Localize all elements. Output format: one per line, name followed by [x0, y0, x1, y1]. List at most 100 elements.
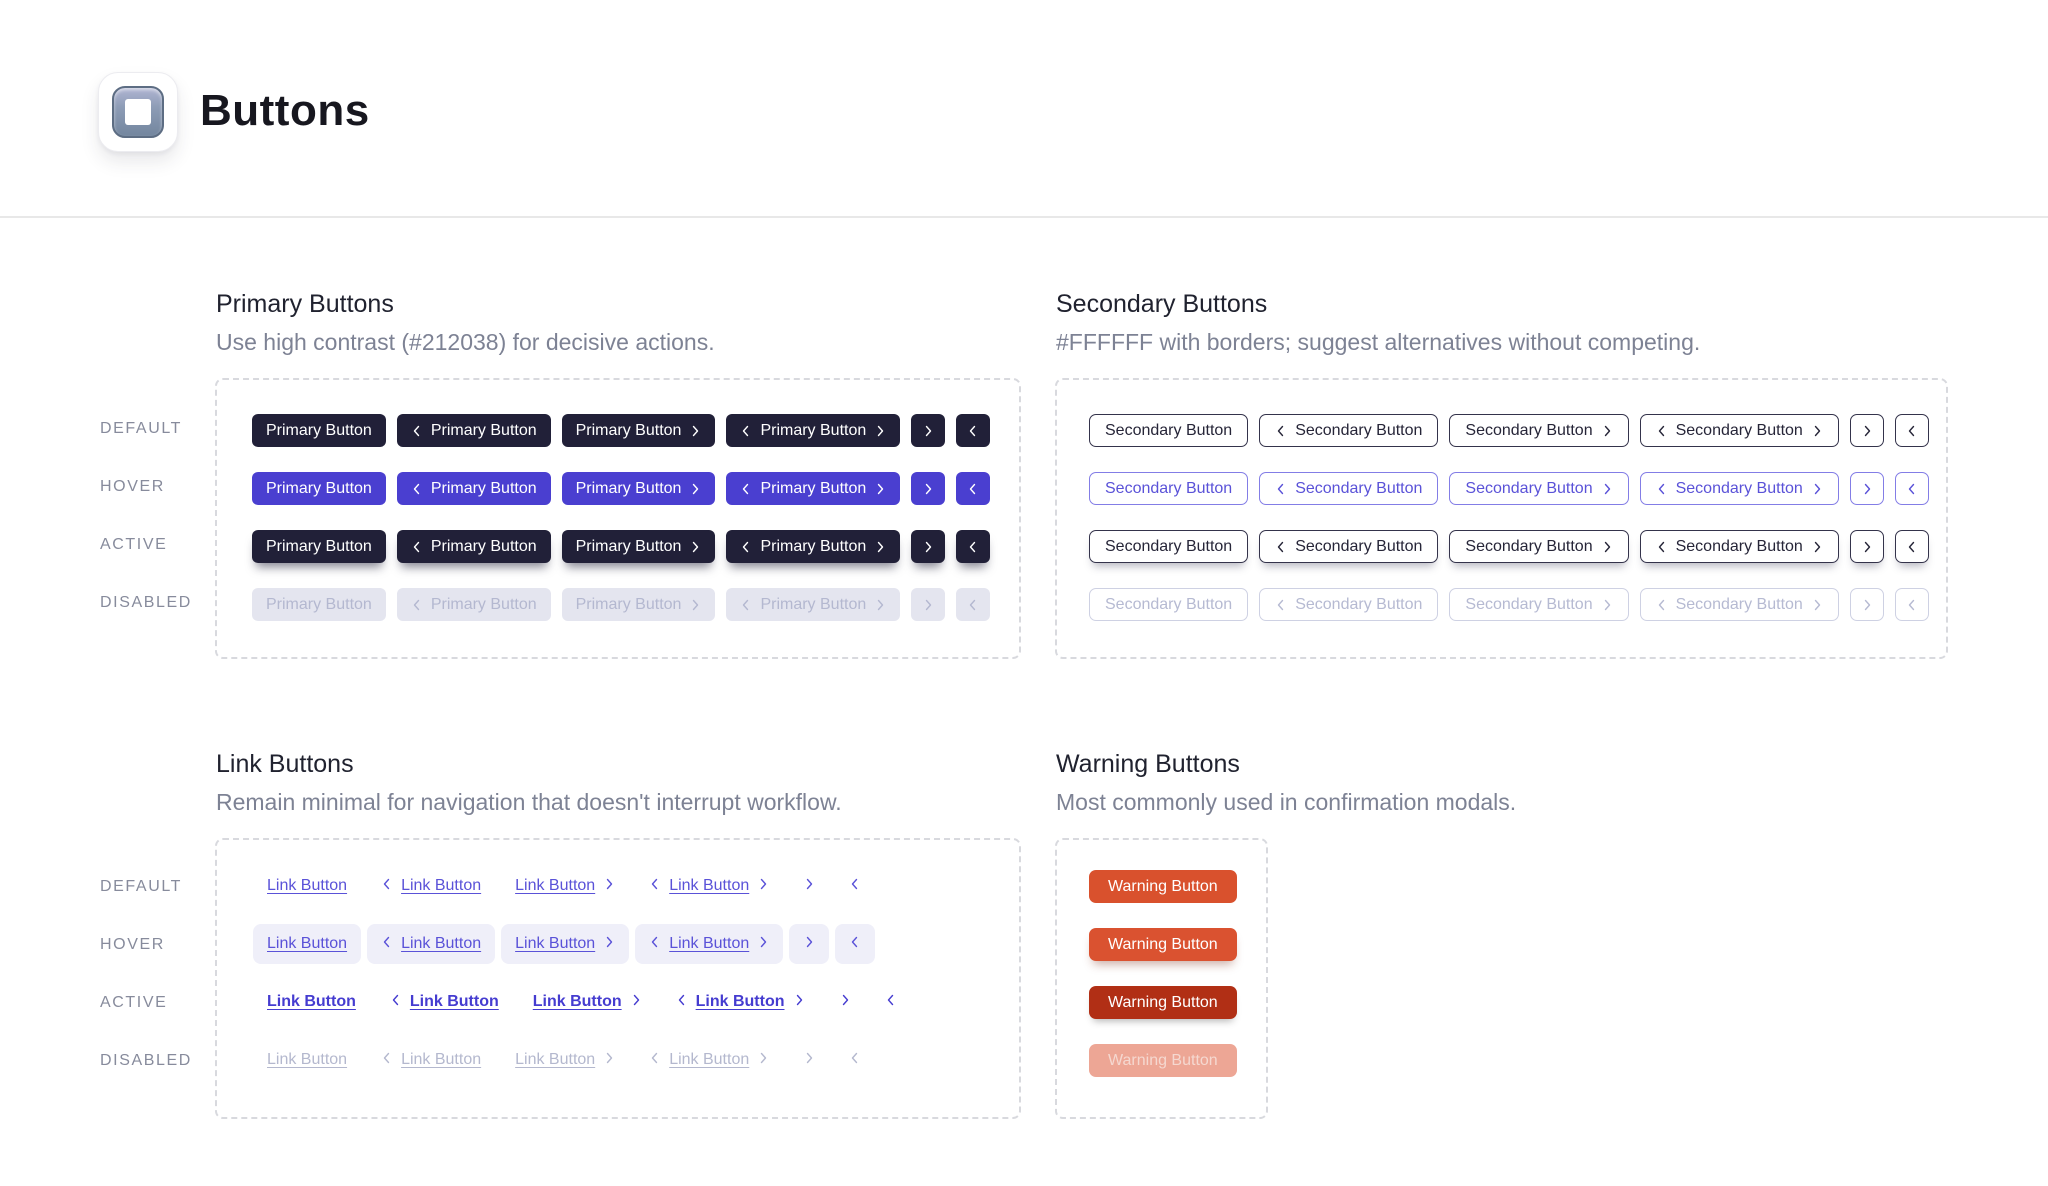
secondary-button-active-plain[interactable]: Secondary Button — [1089, 530, 1249, 563]
primary-section-title: Primary Buttons — [216, 290, 394, 318]
secondary-button-hover-chevron-left[interactable]: Secondary Button — [1259, 472, 1439, 505]
secondary-button-hover-icon-left[interactable] — [1894, 472, 1929, 505]
link-button-disabled-icon-right — [789, 1040, 829, 1080]
link-button-disabled-icon-left — [835, 1040, 875, 1080]
chevron-right-icon — [1601, 599, 1613, 611]
secondary-button-active-icon-left[interactable] — [1894, 530, 1929, 563]
primary-button-disabled-chevron-right: Primary Button — [561, 588, 716, 621]
chevron-right-icon — [1861, 541, 1873, 553]
primary-button-active-icon-left[interactable] — [956, 530, 991, 563]
link-button-active-chevron-right[interactable]: Link Button — [519, 982, 656, 1022]
secondary-button-default-chevron-right[interactable]: Secondary Button — [1449, 414, 1629, 447]
chevron-right-icon — [793, 993, 805, 1011]
chevron-right-icon — [1601, 425, 1613, 437]
secondary-button-active-chevron-right[interactable]: Secondary Button — [1449, 530, 1629, 563]
chevron-right-icon — [874, 425, 886, 437]
square-button-emoji-center — [125, 99, 151, 125]
link-button-hover-plain[interactable]: Link Button — [253, 924, 362, 964]
secondary-button-active-chevron-left[interactable]: Secondary Button — [1259, 530, 1439, 563]
square-button-emoji-icon — [112, 86, 164, 138]
chevron-left-icon — [967, 483, 979, 495]
secondary-button-hover-chevron-both[interactable]: Secondary Button — [1639, 472, 1839, 505]
primary-button-hover-chevron-left[interactable]: Primary Button — [396, 472, 551, 505]
link-button-default-chevron-left[interactable]: Link Button — [367, 866, 495, 906]
secondary-row-disabled: Secondary Button Secondary Button Secondar… — [1089, 588, 1929, 621]
link-button-default-icon-right[interactable] — [789, 866, 829, 906]
warning-button-active-plain[interactable]: Warning Button — [1089, 986, 1237, 1019]
warning-button-default-plain[interactable]: Warning Button — [1089, 870, 1237, 903]
chevron-left-icon — [740, 599, 752, 611]
secondary-button-active-icon-right[interactable] — [1849, 530, 1884, 563]
link-row-active: Link Button Link Button Link Button Link Bu… — [253, 982, 983, 1022]
secondary-button-default-icon-right[interactable] — [1849, 414, 1884, 447]
primary-button-default-chevron-right[interactable]: Primary Button — [561, 414, 716, 447]
secondary-button-label: Secondary Button — [1105, 421, 1233, 439]
secondary-button-label: Secondary Button — [1105, 537, 1233, 555]
link-button-hover-chevron-left[interactable]: Link Button — [367, 924, 496, 964]
secondary-button-active-chevron-both[interactable]: Secondary Button — [1639, 530, 1839, 563]
chevron-left-icon — [381, 935, 393, 953]
link-button-active-chevron-both[interactable]: Link Button — [662, 982, 819, 1022]
primary-button-default-chevron-left[interactable]: Primary Button — [396, 414, 551, 447]
chevron-right-icon — [1601, 541, 1613, 553]
link-button-default-chevron-right[interactable]: Link Button — [501, 866, 629, 906]
link-button-default-plain[interactable]: Link Button — [253, 866, 361, 906]
link-button-active-icon-left[interactable] — [871, 982, 911, 1022]
link-button-hover-icon-right[interactable] — [789, 924, 830, 964]
warning-section-title: Warning Buttons — [1056, 750, 1240, 778]
secondary-button-label: Secondary Button — [1295, 479, 1423, 497]
chevron-right-icon — [1811, 425, 1823, 437]
link-button-hover-icon-left[interactable] — [835, 924, 876, 964]
chevron-left-icon — [1906, 425, 1918, 437]
primary-button-hover-plain[interactable]: Primary Button — [252, 472, 386, 505]
chevron-left-icon — [1275, 483, 1287, 495]
primary-button-default-chevron-both[interactable]: Primary Button — [726, 414, 901, 447]
warning-demo-box: Warning Button Warning Button Warning Butt… — [1055, 838, 1268, 1119]
primary-button-active-plain[interactable]: Primary Button — [252, 530, 386, 563]
secondary-button-default-chevron-left[interactable]: Secondary Button — [1259, 414, 1439, 447]
warning-button-hover-plain[interactable]: Warning Button — [1089, 928, 1237, 961]
chevron-right-icon — [922, 425, 934, 437]
chevron-left-icon — [676, 993, 688, 1011]
link-button-active-plain[interactable]: Link Button — [253, 982, 370, 1022]
primary-button-label: Primary Button — [430, 595, 537, 613]
link-button-label: Link Button — [401, 877, 482, 894]
secondary-button-default-chevron-both[interactable]: Secondary Button — [1639, 414, 1839, 447]
chevron-right-icon — [922, 483, 934, 495]
primary-row-active: Primary Button Primary Button Primary Butt… — [252, 530, 991, 563]
secondary-button-hover-icon-right[interactable] — [1849, 472, 1884, 505]
link-button-active-chevron-left[interactable]: Link Button — [376, 982, 513, 1022]
secondary-button-label: Secondary Button — [1465, 595, 1593, 613]
primary-button-default-icon-right[interactable] — [911, 414, 946, 447]
link-button-hover-chevron-both[interactable]: Link Button — [635, 924, 784, 964]
link-button-default-icon-left[interactable] — [835, 866, 875, 906]
primary-button-default-icon-left[interactable] — [956, 414, 991, 447]
primary-button-active-chevron-left[interactable]: Primary Button — [396, 530, 551, 563]
primary-button-active-chevron-right[interactable]: Primary Button — [561, 530, 716, 563]
chevron-right-icon — [757, 1051, 769, 1069]
state-label-hover: HOVER — [100, 478, 165, 495]
primary-button-hover-chevron-both[interactable]: Primary Button — [726, 472, 901, 505]
secondary-button-hover-plain[interactable]: Secondary Button — [1089, 472, 1249, 505]
link-row-hover: Link Button Link Button Link Button Link Bu… — [253, 924, 983, 964]
link-button-hover-chevron-right[interactable]: Link Button — [501, 924, 630, 964]
secondary-button-default-plain[interactable]: Secondary Button — [1089, 414, 1249, 447]
chevron-right-icon — [1811, 599, 1823, 611]
link-button-active-icon-right[interactable] — [825, 982, 865, 1022]
link-button-label: Link Button — [515, 935, 596, 952]
secondary-button-default-icon-left[interactable] — [1894, 414, 1929, 447]
secondary-button-label: Secondary Button — [1295, 421, 1423, 439]
chevron-right-icon — [874, 599, 886, 611]
chevron-left-icon — [885, 993, 897, 1011]
primary-button-hover-chevron-right[interactable]: Primary Button — [561, 472, 716, 505]
link-button-default-chevron-both[interactable]: Link Button — [635, 866, 783, 906]
secondary-button-hover-chevron-right[interactable]: Secondary Button — [1449, 472, 1629, 505]
primary-button-default-plain[interactable]: Primary Button — [252, 414, 386, 447]
secondary-button-label: Secondary Button — [1105, 479, 1233, 497]
primary-button-active-chevron-both[interactable]: Primary Button — [726, 530, 901, 563]
primary-button-hover-icon-left[interactable] — [956, 472, 991, 505]
chevron-left-icon — [740, 541, 752, 553]
primary-button-label: Primary Button — [575, 421, 682, 439]
primary-button-hover-icon-right[interactable] — [911, 472, 946, 505]
primary-button-active-icon-right[interactable] — [911, 530, 946, 563]
